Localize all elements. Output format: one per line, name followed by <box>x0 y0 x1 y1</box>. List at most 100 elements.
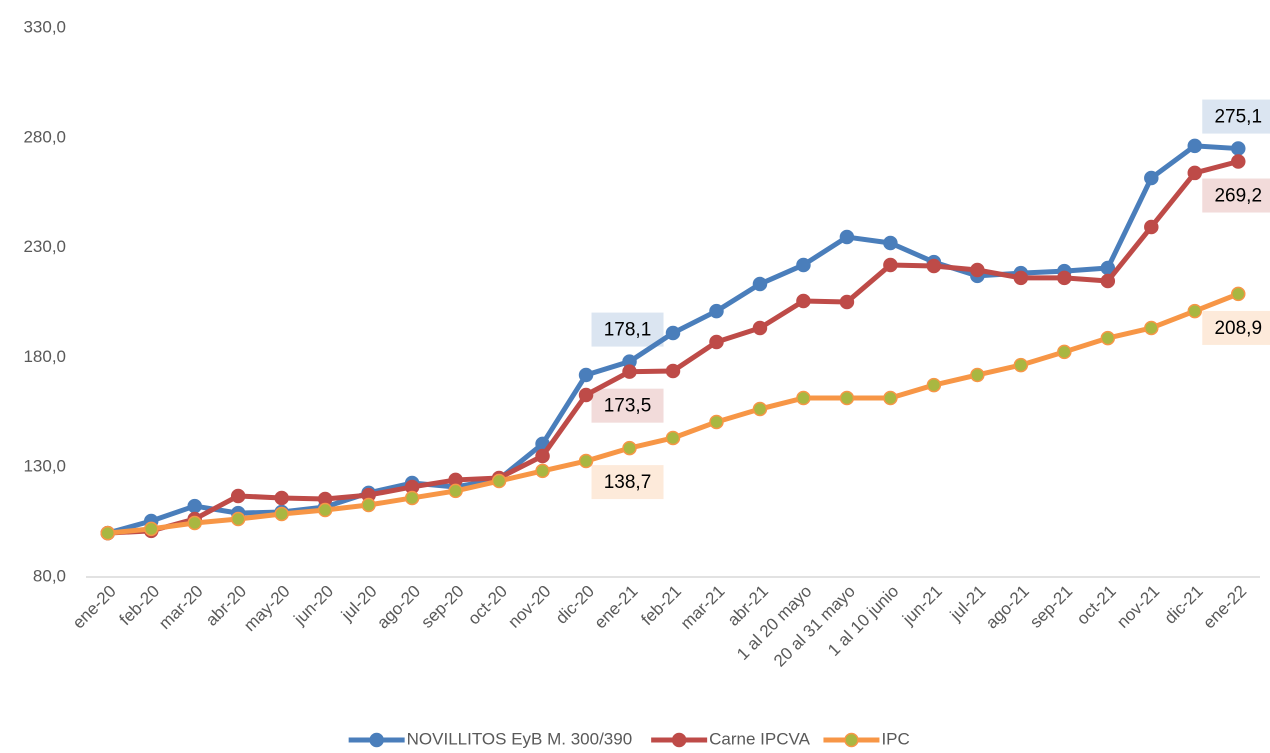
data-point <box>926 258 942 274</box>
data-point <box>970 262 985 278</box>
y-tick-label: 330,0 <box>23 17 66 36</box>
x-tick-label: ene-20 <box>69 582 120 633</box>
data-point <box>1187 138 1203 154</box>
data-label-box <box>591 465 664 500</box>
data-point <box>1057 270 1072 286</box>
legend-label: IPC <box>881 729 909 748</box>
x-tick-label: jun-21 <box>898 582 946 630</box>
x-tick-label: oct-21 <box>1073 582 1120 629</box>
data-point <box>1144 320 1159 336</box>
data-point <box>752 401 768 417</box>
data-label-box <box>1202 99 1270 134</box>
legend-marker <box>369 732 384 748</box>
data-point <box>1187 303 1203 319</box>
data-label: 173,5 <box>604 396 652 417</box>
x-tick-label: ago-21 <box>982 582 1033 633</box>
x-tick-label: feb-20 <box>116 582 164 630</box>
data-point <box>709 303 724 319</box>
data-point <box>1231 141 1246 156</box>
y-tick-label: 180,0 <box>23 347 66 366</box>
x-tick-label: oct-20 <box>464 582 511 629</box>
data-point <box>709 414 724 430</box>
legend-label: NOVILLITOS EyB M. 300/390 <box>407 729 633 748</box>
data-label-box <box>1202 310 1270 345</box>
data-point <box>622 440 637 456</box>
data-point <box>1057 344 1072 360</box>
data-point <box>404 490 420 506</box>
data-point <box>1144 170 1159 186</box>
x-tick-label: mar-20 <box>155 582 207 634</box>
legend-marker <box>671 732 687 748</box>
data-point <box>448 483 463 499</box>
data-point <box>1144 219 1159 235</box>
data-point <box>796 293 811 309</box>
data-point <box>1100 273 1116 289</box>
x-tick-label: nov-20 <box>504 582 554 632</box>
data-point <box>665 430 681 446</box>
data-point <box>100 525 115 541</box>
y-tick-label: 80,0 <box>33 566 66 585</box>
data-label: 208,9 <box>1214 318 1262 339</box>
data-point <box>665 363 681 379</box>
x-tick-label: sep-21 <box>1026 582 1076 632</box>
x-tick-label: jun-20 <box>290 582 338 630</box>
data-point <box>187 498 202 514</box>
data-label: 275,1 <box>1214 107 1262 128</box>
x-tick-label: ene-22 <box>1199 582 1250 633</box>
data-point <box>578 367 594 383</box>
data-point <box>883 235 898 251</box>
legend-label: Carne IPCVA <box>709 729 810 748</box>
data-point <box>535 463 550 479</box>
data-point <box>274 506 289 522</box>
data-point <box>796 257 811 273</box>
data-point <box>187 515 202 531</box>
data-point <box>143 521 159 537</box>
data-point <box>535 448 550 464</box>
data-label-box <box>591 312 664 347</box>
data-point <box>883 257 898 273</box>
data-label: 138,7 <box>604 472 652 493</box>
legend-marker <box>844 732 859 748</box>
x-tick-label: may-20 <box>240 582 294 636</box>
data-point <box>622 364 637 379</box>
data-point <box>361 497 376 513</box>
data-point <box>230 511 246 527</box>
data-point <box>578 453 594 469</box>
data-point <box>665 325 681 341</box>
data-point <box>1100 330 1116 346</box>
data-point <box>1013 270 1029 286</box>
data-point <box>1231 286 1246 302</box>
data-point <box>578 387 594 403</box>
data-point <box>274 490 289 506</box>
data-point <box>317 502 333 518</box>
data-point <box>796 390 811 406</box>
data-label: 178,1 <box>604 320 652 341</box>
y-tick-label: 130,0 <box>23 457 66 476</box>
x-tick-label: nov-21 <box>1113 582 1163 632</box>
data-point <box>1187 165 1203 181</box>
data-point <box>1231 154 1246 169</box>
data-point <box>752 276 768 292</box>
data-point <box>839 390 855 406</box>
data-point <box>839 229 855 245</box>
data-label-box <box>591 388 664 423</box>
data-point <box>883 390 898 406</box>
x-tick-label: ago-20 <box>373 582 424 633</box>
y-tick-label: 280,0 <box>23 127 66 146</box>
data-point <box>709 334 724 350</box>
y-tick-label: 230,0 <box>23 237 66 256</box>
data-point <box>926 377 942 393</box>
data-point <box>230 488 246 504</box>
data-point <box>752 320 768 336</box>
x-tick-label: ene-21 <box>591 582 642 633</box>
x-tick-label: sep-20 <box>417 582 467 632</box>
data-point <box>1013 357 1029 373</box>
data-label-box <box>1202 178 1270 213</box>
x-tick-label: mar-21 <box>677 582 729 634</box>
data-point <box>491 473 507 489</box>
data-point <box>970 367 985 383</box>
data-point <box>839 294 855 310</box>
data-label: 269,2 <box>1214 186 1262 207</box>
